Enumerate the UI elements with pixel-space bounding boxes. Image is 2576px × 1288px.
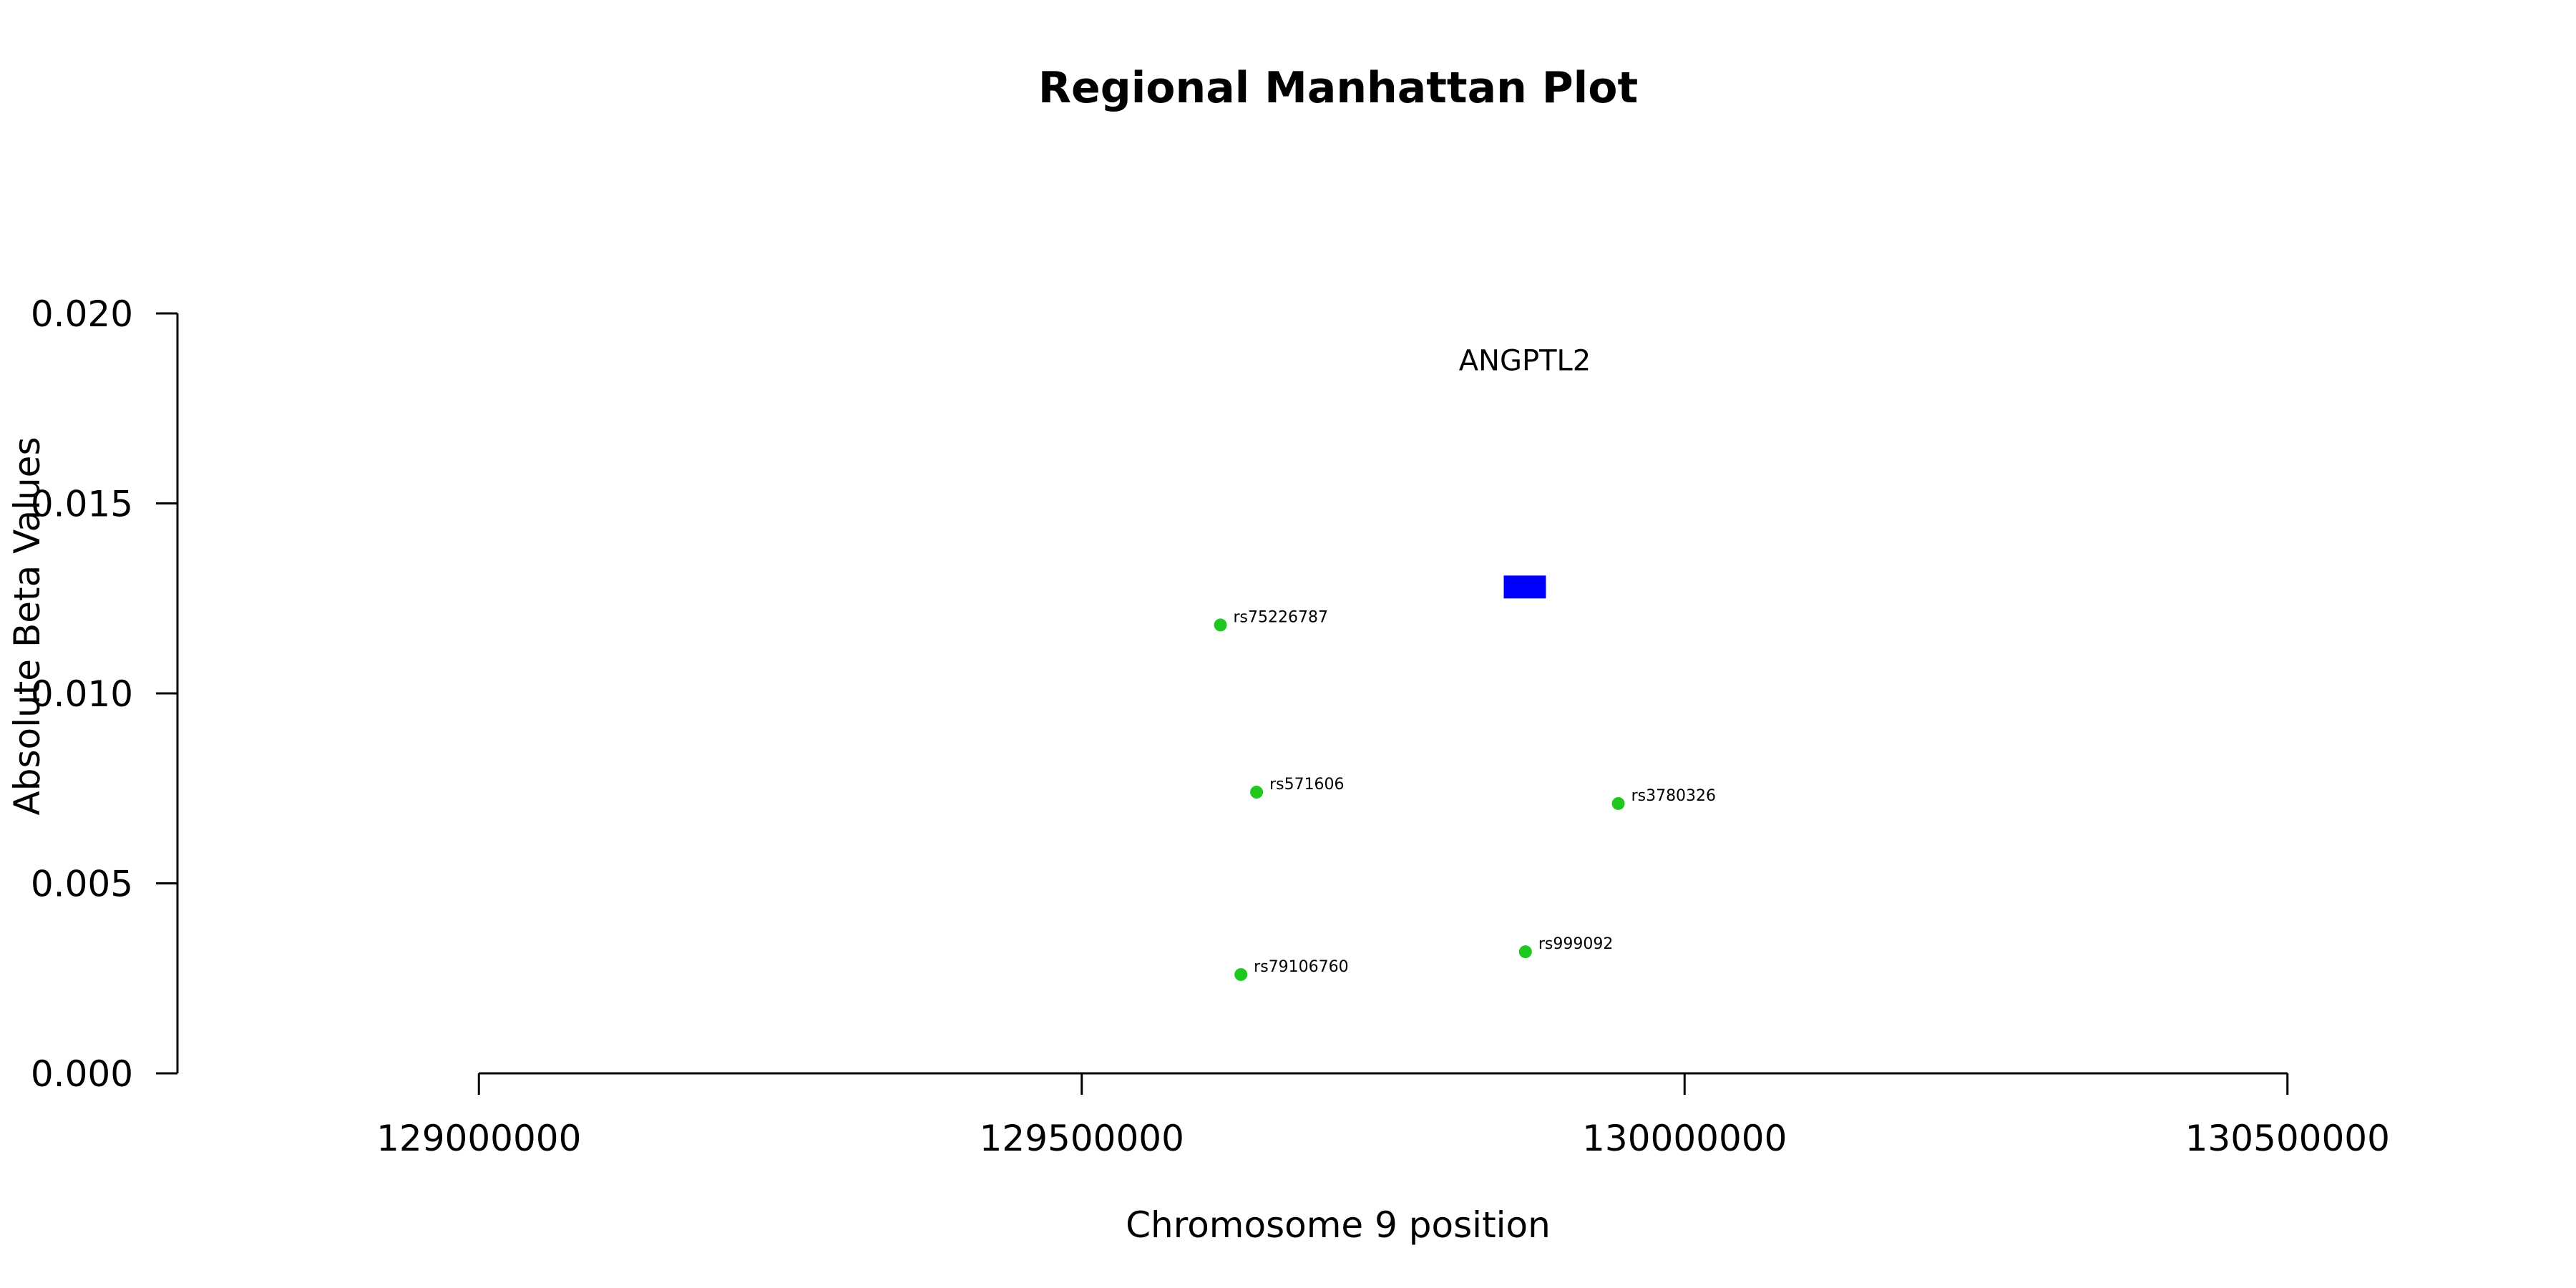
snp-label: rs79106760 bbox=[1254, 958, 1348, 976]
x-tick-label: 129500000 bbox=[980, 1118, 1184, 1159]
snp-point bbox=[1214, 618, 1227, 632]
gene-layer: ANGPTL2 bbox=[1459, 345, 1591, 599]
gene-label: ANGPTL2 bbox=[1459, 345, 1591, 378]
y-tick-label: 0.020 bbox=[31, 293, 133, 335]
snp-label: rs571606 bbox=[1269, 776, 1345, 794]
y-tick-label: 0.000 bbox=[31, 1053, 133, 1095]
y-tick-label: 0.010 bbox=[31, 673, 133, 715]
chart-title: Regional Manhattan Plot bbox=[1038, 63, 1638, 113]
x-axis: 129000000 129500000 130000000 130500000 bbox=[376, 1072, 2390, 1159]
snp-points: rs75226787 rs571606 rs3780326 rs999092 rs791… bbox=[1214, 608, 1717, 981]
snp-label: rs75226787 bbox=[1234, 608, 1328, 626]
y-tick-label: 0.005 bbox=[31, 864, 133, 905]
y-axis-label: Absolute Beta Values bbox=[6, 437, 48, 816]
x-tick-label: 129000000 bbox=[376, 1118, 581, 1159]
snp-label: rs3780326 bbox=[1631, 787, 1717, 805]
x-axis-label: Chromosome 9 position bbox=[1126, 1204, 1551, 1246]
snp-point bbox=[1250, 786, 1264, 799]
snp-label: rs999092 bbox=[1538, 935, 1614, 953]
snp-point bbox=[1234, 967, 1248, 981]
gene-marker bbox=[1503, 575, 1546, 599]
snp-point bbox=[1611, 796, 1625, 810]
snp-point bbox=[1518, 945, 1532, 959]
y-tick-label: 0.015 bbox=[31, 484, 133, 525]
x-tick-label: 130500000 bbox=[2185, 1118, 2390, 1159]
x-tick-label: 130000000 bbox=[1582, 1118, 1787, 1159]
y-axis: 0.000 0.005 0.010 0.015 0.020 bbox=[31, 293, 179, 1095]
